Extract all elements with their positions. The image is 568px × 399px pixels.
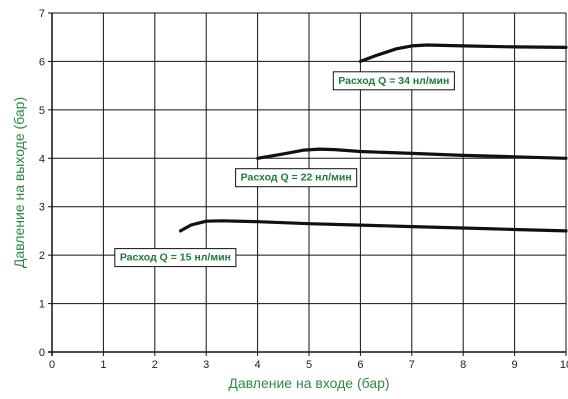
grid-lines: [48, 12, 567, 356]
y-axis-label: Давление на выходе (бар): [11, 97, 27, 268]
x-axis-label: Давление на входе (бар): [228, 375, 389, 391]
annotation-box: [114, 248, 237, 268]
x-tick-label: 10: [560, 359, 568, 371]
x-tick-label: 5: [306, 359, 312, 371]
y-tick-label: 5: [39, 105, 45, 117]
y-tick-label: 6: [39, 56, 45, 68]
x-tick-label: 0: [49, 359, 55, 371]
x-tick-label: 2: [152, 359, 158, 371]
y-tick-labels: 0 1 2 3 4 5 6 7: [39, 8, 45, 359]
y-tick-label: 0: [39, 347, 45, 359]
y-tick-label: 7: [39, 8, 45, 20]
x-tick-label: 7: [409, 359, 415, 371]
y-tick-label: 3: [39, 202, 45, 214]
x-tick-label: 1: [100, 359, 106, 371]
x-tick-label: 9: [512, 359, 518, 371]
annotation-box: [332, 71, 455, 91]
y-tick-label: 2: [39, 250, 45, 262]
x-tick-label: 4: [255, 359, 261, 371]
annotation-text: Расход Q = 15 нл/мин: [120, 252, 231, 264]
x-tick-label: 6: [357, 359, 363, 371]
series-annotation-1: Расход Q = 34 нл/мин: [332, 71, 455, 91]
series-annotation-2: Расход Q = 22 нл/мин: [235, 168, 358, 188]
x-tick-label: 8: [460, 359, 466, 371]
x-tick-labels: 0 1 2 3 4 5 6 7 8 9 10: [49, 359, 568, 371]
series-line-1: [178, 219, 568, 233]
series-lines: [178, 43, 568, 233]
series-line-3: [358, 43, 568, 63]
annotation-text: Расход Q = 34 нл/мин: [338, 75, 449, 87]
series-annotations: Расход Q = 34 нл/мин Расход Q = 22 нл/мин…: [114, 71, 455, 268]
y-tick-label: 1: [39, 299, 45, 311]
y-tick-label: 4: [39, 153, 45, 165]
annotation-text: Расход Q = 22 нл/мин: [241, 172, 352, 184]
annotation-box: [235, 168, 358, 188]
series-line-2: [256, 147, 568, 160]
series-annotation-3: Расход Q = 15 нл/мин: [114, 248, 237, 268]
x-tick-label: 3: [203, 359, 209, 371]
